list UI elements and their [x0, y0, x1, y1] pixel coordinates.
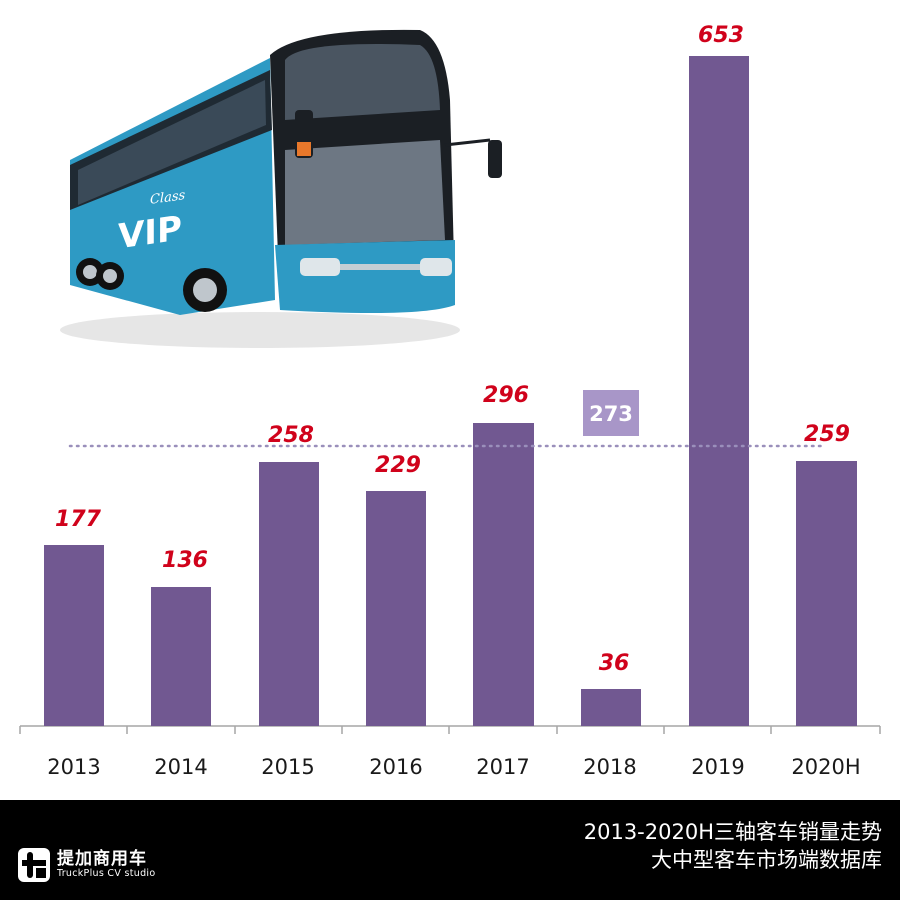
bar-2013 — [44, 545, 104, 726]
bar-2014 — [151, 587, 211, 726]
value-label-2014: 136 — [162, 548, 208, 573]
value-label-2017: 296 — [483, 383, 529, 408]
bar-2015 — [259, 462, 319, 726]
category-labels: 2013 2014 2015 2016 2017 2018 2019 2020H — [47, 755, 860, 779]
average-box — [583, 390, 639, 436]
value-label-2020H: 259 — [804, 422, 850, 447]
value-label-2016: 229 — [375, 453, 421, 478]
brand-name-en: TruckPlus CV studio — [57, 868, 156, 879]
bus-illustration: VIP Class — [60, 29, 502, 348]
bar-2019 — [689, 56, 749, 726]
category-label-2019: 2019 — [691, 755, 744, 779]
category-label-2014: 2014 — [154, 755, 207, 779]
category-label-2015: 2015 — [261, 755, 314, 779]
category-label-2018: 2018 — [583, 755, 636, 779]
bar-2017 — [473, 423, 534, 726]
value-label-2019: 653 — [698, 23, 744, 48]
brand-name-cn: 提加商用车 — [57, 849, 147, 869]
value-label-2018: 36 — [599, 651, 630, 676]
brand-logo: 提加商用车 TruckPlus CV studio — [18, 848, 155, 882]
footer-bar — [0, 800, 900, 900]
value-label-2015: 258 — [268, 423, 314, 448]
category-label-2020H: 2020H — [791, 755, 860, 779]
truckplus-logo-icon — [18, 848, 50, 882]
bar-chart: VIP Class 273 177 136 — [19, 23, 881, 779]
category-label-2013: 2013 — [47, 755, 100, 779]
value-label-2013: 177 — [55, 507, 102, 532]
x-axis — [19, 725, 881, 734]
svg-text:Class: Class — [150, 188, 185, 208]
value-labels: 177 136 258 229 296 36 653 259 — [55, 23, 850, 676]
svg-text:VIP: VIP — [118, 209, 182, 258]
chart-subtitle: 大中型客车市场端数据库 — [651, 848, 882, 872]
bars — [44, 56, 857, 726]
chart-title: 2013-2020H三轴客车销量走势 — [583, 820, 882, 844]
bar-2018 — [581, 689, 641, 726]
bar-2016 — [366, 491, 426, 726]
average-value: 273 — [589, 402, 633, 426]
bar-2020H — [796, 461, 857, 726]
category-label-2016: 2016 — [369, 755, 422, 779]
category-label-2017: 2017 — [476, 755, 529, 779]
chart-caption: 2013-2020H三轴客车销量走势 大中型客车市场端数据库 — [584, 818, 882, 874]
